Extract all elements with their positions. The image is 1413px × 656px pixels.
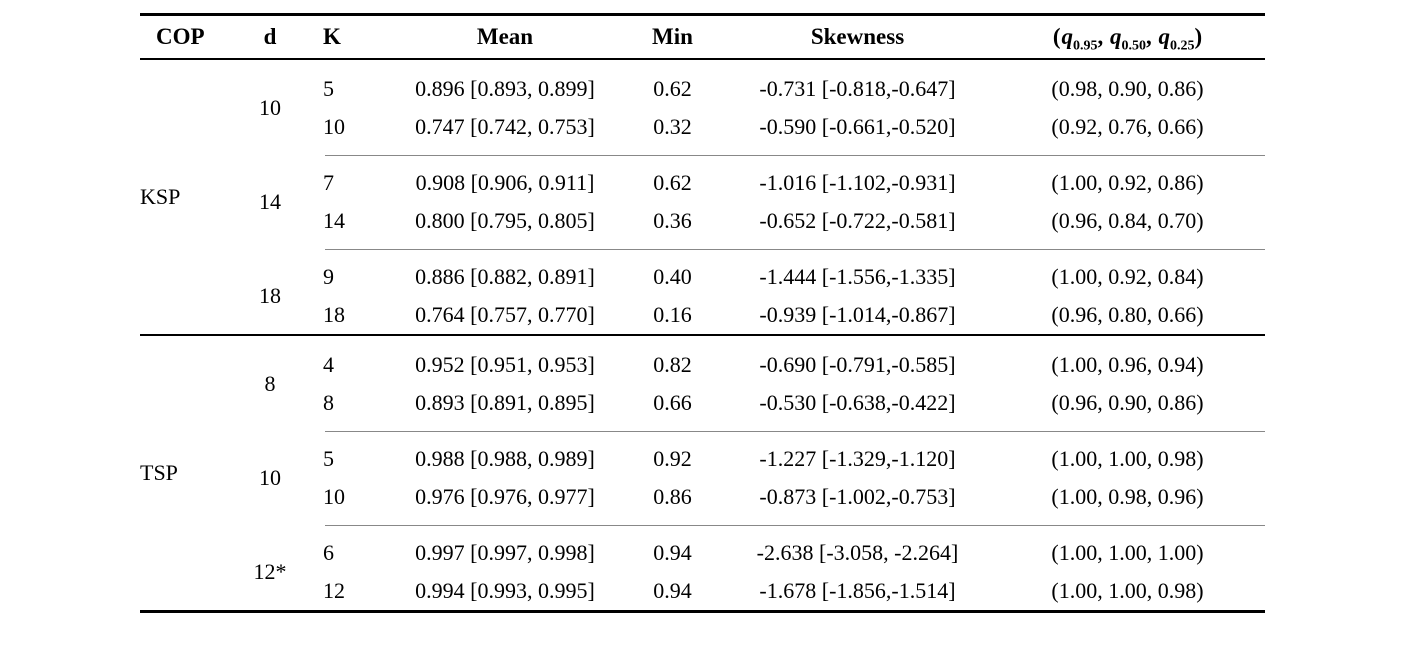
cell-skewness: -2.638 [-3.058, -2.264] bbox=[756, 540, 959, 565]
d-label: 18 bbox=[259, 283, 281, 308]
cell-min: 0.82 bbox=[653, 352, 692, 377]
cell-min: 0.36 bbox=[653, 208, 692, 233]
cell-mean: 0.893 [0.891, 0.895] bbox=[415, 390, 595, 415]
cell-mean: 0.988 [0.988, 0.989] bbox=[415, 446, 595, 471]
cell-quantiles: (1.00, 0.92, 0.86) bbox=[1051, 170, 1204, 195]
cell-quantiles: (1.00, 1.00, 0.98) bbox=[1051, 446, 1204, 471]
column-header-quantiles: (q0.95, q0.50, q0.25) bbox=[990, 16, 1265, 58]
section-ksp: KSP 10 5 0.896 [0.893, 0.899] 0.62 -0.73… bbox=[140, 60, 1265, 334]
cell-quantiles: (0.98, 0.90, 0.86) bbox=[1051, 76, 1204, 101]
cell-k: 5 bbox=[323, 76, 334, 101]
cell-min: 0.66 bbox=[653, 390, 692, 415]
d-label: 14 bbox=[259, 189, 281, 214]
section-divider-rule bbox=[140, 334, 1265, 336]
cell-k: 6 bbox=[323, 540, 334, 565]
column-header-d: d bbox=[263, 24, 277, 49]
column-header-skewness: Skewness bbox=[810, 24, 905, 49]
cell-min: 0.86 bbox=[653, 484, 692, 509]
cell-k: 8 bbox=[323, 390, 334, 415]
cell-min: 0.94 bbox=[653, 540, 692, 565]
cell-quantiles: (1.00, 0.92, 0.84) bbox=[1051, 264, 1204, 289]
cell-quantiles: (1.00, 0.96, 0.94) bbox=[1051, 352, 1204, 377]
table-header-row: COP d K Mean Min Skewness (q0.95, q0.50,… bbox=[140, 16, 1265, 58]
results-table: COP d K Mean Min Skewness (q0.95, q0.50,… bbox=[140, 13, 1265, 613]
cell-skewness: -1.678 [-1.856,-1.514] bbox=[759, 578, 956, 603]
d-label: 12* bbox=[253, 559, 287, 584]
top-rule bbox=[140, 13, 1265, 16]
cell-k: 9 bbox=[323, 264, 334, 289]
cell-skewness: -1.227 [-1.329,-1.120] bbox=[759, 446, 956, 471]
cell-mean: 0.747 [0.742, 0.753] bbox=[415, 114, 595, 139]
cell-mean: 0.764 [0.757, 0.770] bbox=[415, 302, 595, 327]
cell-quantiles: (1.00, 1.00, 0.98) bbox=[1051, 578, 1204, 603]
cell-quantiles: (1.00, 0.98, 0.96) bbox=[1051, 484, 1204, 509]
cell-quantiles: (0.92, 0.76, 0.66) bbox=[1051, 114, 1204, 139]
section-tsp: TSP 8 4 0.952 [0.951, 0.953] 0.82 -0.690… bbox=[140, 336, 1265, 610]
cell-min: 0.62 bbox=[653, 170, 692, 195]
cell-mean: 0.952 [0.951, 0.953] bbox=[415, 352, 595, 377]
cell-k: 7 bbox=[323, 170, 334, 195]
cell-skewness: -1.016 [-1.102,-0.931] bbox=[759, 170, 956, 195]
cell-min: 0.62 bbox=[653, 76, 692, 101]
cell-k: 12 bbox=[323, 578, 345, 603]
quantiles-header-formula: (q0.95, q0.50, q0.25) bbox=[1052, 24, 1203, 54]
cell-mean: 0.976 [0.976, 0.977] bbox=[415, 484, 595, 509]
cell-mean: 0.800 [0.795, 0.805] bbox=[415, 208, 595, 233]
column-header-k: K bbox=[323, 24, 341, 49]
cop-label-tsp: TSP bbox=[140, 460, 178, 485]
cell-k: 14 bbox=[323, 208, 345, 233]
cell-skewness: -0.590 [-0.661,-0.520] bbox=[759, 114, 956, 139]
cell-mean: 0.908 [0.906, 0.911] bbox=[415, 170, 595, 195]
cell-quantiles: (0.96, 0.84, 0.70) bbox=[1051, 208, 1204, 233]
cell-quantiles: (1.00, 1.00, 1.00) bbox=[1051, 540, 1204, 565]
cell-k: 4 bbox=[323, 352, 334, 377]
cell-k: 18 bbox=[323, 302, 345, 327]
header-rule bbox=[140, 58, 1265, 60]
cell-mean: 0.994 [0.993, 0.995] bbox=[415, 578, 595, 603]
cell-quantiles: (0.96, 0.90, 0.86) bbox=[1051, 390, 1204, 415]
group-separator-rule bbox=[305, 146, 1265, 164]
cell-min: 0.32 bbox=[653, 114, 692, 139]
d-label: 8 bbox=[264, 371, 276, 396]
d-label: 10 bbox=[259, 465, 281, 490]
cell-skewness: -0.530 [-0.638,-0.422] bbox=[759, 390, 956, 415]
group-separator-rule bbox=[305, 240, 1265, 258]
cell-min: 0.94 bbox=[653, 578, 692, 603]
bottom-rule bbox=[140, 610, 1265, 613]
cell-mean: 0.896 [0.893, 0.899] bbox=[415, 76, 595, 101]
cell-min: 0.40 bbox=[653, 264, 692, 289]
cell-mean: 0.997 [0.997, 0.998] bbox=[415, 540, 595, 565]
cell-k: 10 bbox=[323, 484, 345, 509]
cell-skewness: -0.731 [-0.818,-0.647] bbox=[759, 76, 956, 101]
group-separator-rule bbox=[305, 516, 1265, 534]
cell-skewness: -0.652 [-0.722,-0.581] bbox=[759, 208, 956, 233]
cell-min: 0.16 bbox=[653, 302, 692, 327]
group-separator-rule bbox=[305, 422, 1265, 440]
d-label: 10 bbox=[259, 95, 281, 120]
cell-skewness: -0.939 [-1.014,-0.867] bbox=[759, 302, 956, 327]
cell-mean: 0.886 [0.882, 0.891] bbox=[415, 264, 595, 289]
column-header-min: Min bbox=[652, 24, 693, 49]
cell-skewness: -0.690 [-0.791,-0.585] bbox=[759, 352, 956, 377]
cell-skewness: -1.444 [-1.556,-1.335] bbox=[759, 264, 956, 289]
cell-k: 10 bbox=[323, 114, 345, 139]
cop-label-ksp: KSP bbox=[140, 184, 181, 209]
column-header-mean: Mean bbox=[476, 24, 534, 49]
cell-k: 5 bbox=[323, 446, 334, 471]
cell-min: 0.92 bbox=[653, 446, 692, 471]
cell-quantiles: (0.96, 0.80, 0.66) bbox=[1051, 302, 1204, 327]
cell-skewness: -0.873 [-1.002,-0.753] bbox=[759, 484, 956, 509]
column-header-cop: COP bbox=[156, 24, 205, 49]
